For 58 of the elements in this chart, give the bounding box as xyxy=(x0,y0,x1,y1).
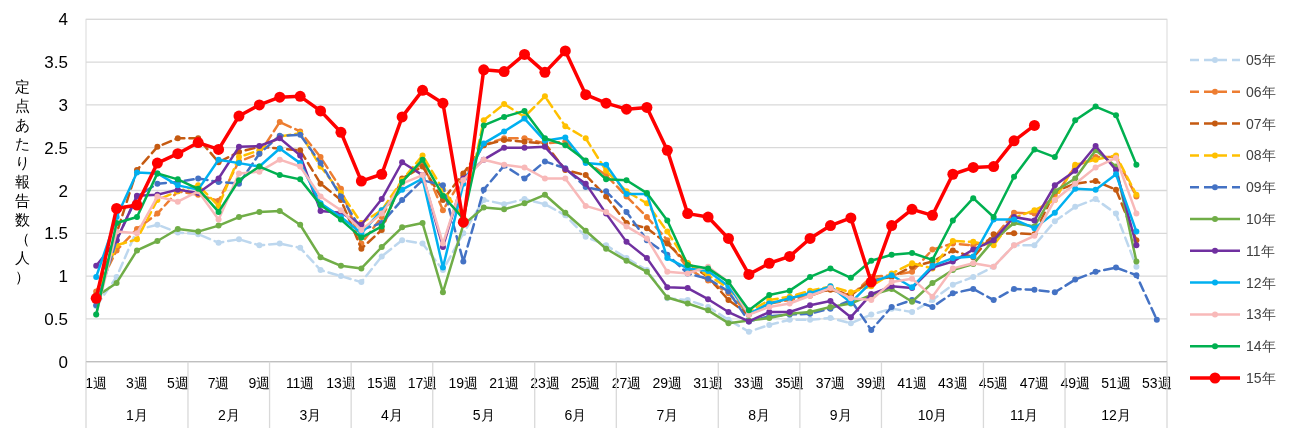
x-tick-label: 35週 xyxy=(774,374,805,391)
y-tick-label: 2.5 xyxy=(44,138,68,158)
legend-label: 07年 xyxy=(1246,115,1276,132)
legend-label: 15年 xyxy=(1246,370,1276,386)
legend-label: 09年 xyxy=(1246,179,1276,196)
y-tick-label: 3.5 xyxy=(44,53,68,73)
x-tick-label: 29週 xyxy=(652,374,683,391)
x-tick-label: 1週 xyxy=(85,374,108,391)
text: 8月 xyxy=(748,407,770,423)
x-tick-label: 53週 xyxy=(1142,374,1172,391)
y-tick-label: 2 xyxy=(58,181,68,201)
y-tick-label: 4 xyxy=(58,10,68,30)
legend-label: 11年 xyxy=(1246,242,1275,259)
legend-label: 12年 xyxy=(1246,274,1276,291)
x-tick-label: 25週 xyxy=(570,374,601,391)
x-tick-label: 5週 xyxy=(166,374,189,391)
legend-label: 10年 xyxy=(1246,211,1276,227)
text: 7月 xyxy=(656,407,679,423)
x-tick-label: 15週 xyxy=(366,374,397,391)
text: 10月 xyxy=(917,407,948,423)
text: 1月 xyxy=(126,407,148,423)
y-tick-label: 1.5 xyxy=(44,224,68,244)
x-tick-label: 11週 xyxy=(285,374,315,391)
text: 3月 xyxy=(299,407,322,423)
text: 12月 xyxy=(1101,407,1131,423)
x-tick-label: 27週 xyxy=(611,374,642,391)
y-tick-label: 0 xyxy=(58,352,68,372)
x-tick-label: 13週 xyxy=(326,374,356,391)
x-tick-label: 37週 xyxy=(815,374,846,391)
x-tick-label: 31週 xyxy=(693,374,723,391)
legend-label: 14年 xyxy=(1246,338,1276,355)
text: 6月 xyxy=(564,407,587,423)
x-tick-label: 41週 xyxy=(897,374,927,391)
y-tick-label: 0.5 xyxy=(44,309,68,329)
x-tick-label: 7週 xyxy=(207,374,230,391)
x-tick-label: 33週 xyxy=(734,374,764,391)
legend-label: 08年 xyxy=(1246,147,1276,164)
x-tick-label: 23週 xyxy=(530,374,560,391)
x-tick-label: 47週 xyxy=(1019,374,1050,391)
text: 9月 xyxy=(829,407,852,423)
x-tick-label: 3週 xyxy=(126,374,148,391)
x-tick-label: 9週 xyxy=(248,374,271,391)
x-tick-label: 21週 xyxy=(489,374,519,391)
text: 2月 xyxy=(217,407,240,423)
x-tick-label: 17週 xyxy=(407,374,438,391)
text: 5月 xyxy=(472,407,495,423)
y-tick-label: 3 xyxy=(58,95,68,115)
legend-label: 06年 xyxy=(1246,83,1276,100)
text: 11月 xyxy=(1009,407,1039,423)
legend-label: 13年 xyxy=(1246,306,1276,323)
legend-label: 05年 xyxy=(1246,52,1276,68)
y-tick-label: 1 xyxy=(58,267,68,287)
text: 4月 xyxy=(381,407,403,423)
x-tick-label: 51週 xyxy=(1101,374,1131,391)
text: 定点あたり報告数（人） xyxy=(14,78,30,285)
x-tick-label: 43週 xyxy=(938,374,968,391)
x-tick-label: 49週 xyxy=(1060,374,1091,391)
x-tick-label: 19週 xyxy=(448,374,479,391)
